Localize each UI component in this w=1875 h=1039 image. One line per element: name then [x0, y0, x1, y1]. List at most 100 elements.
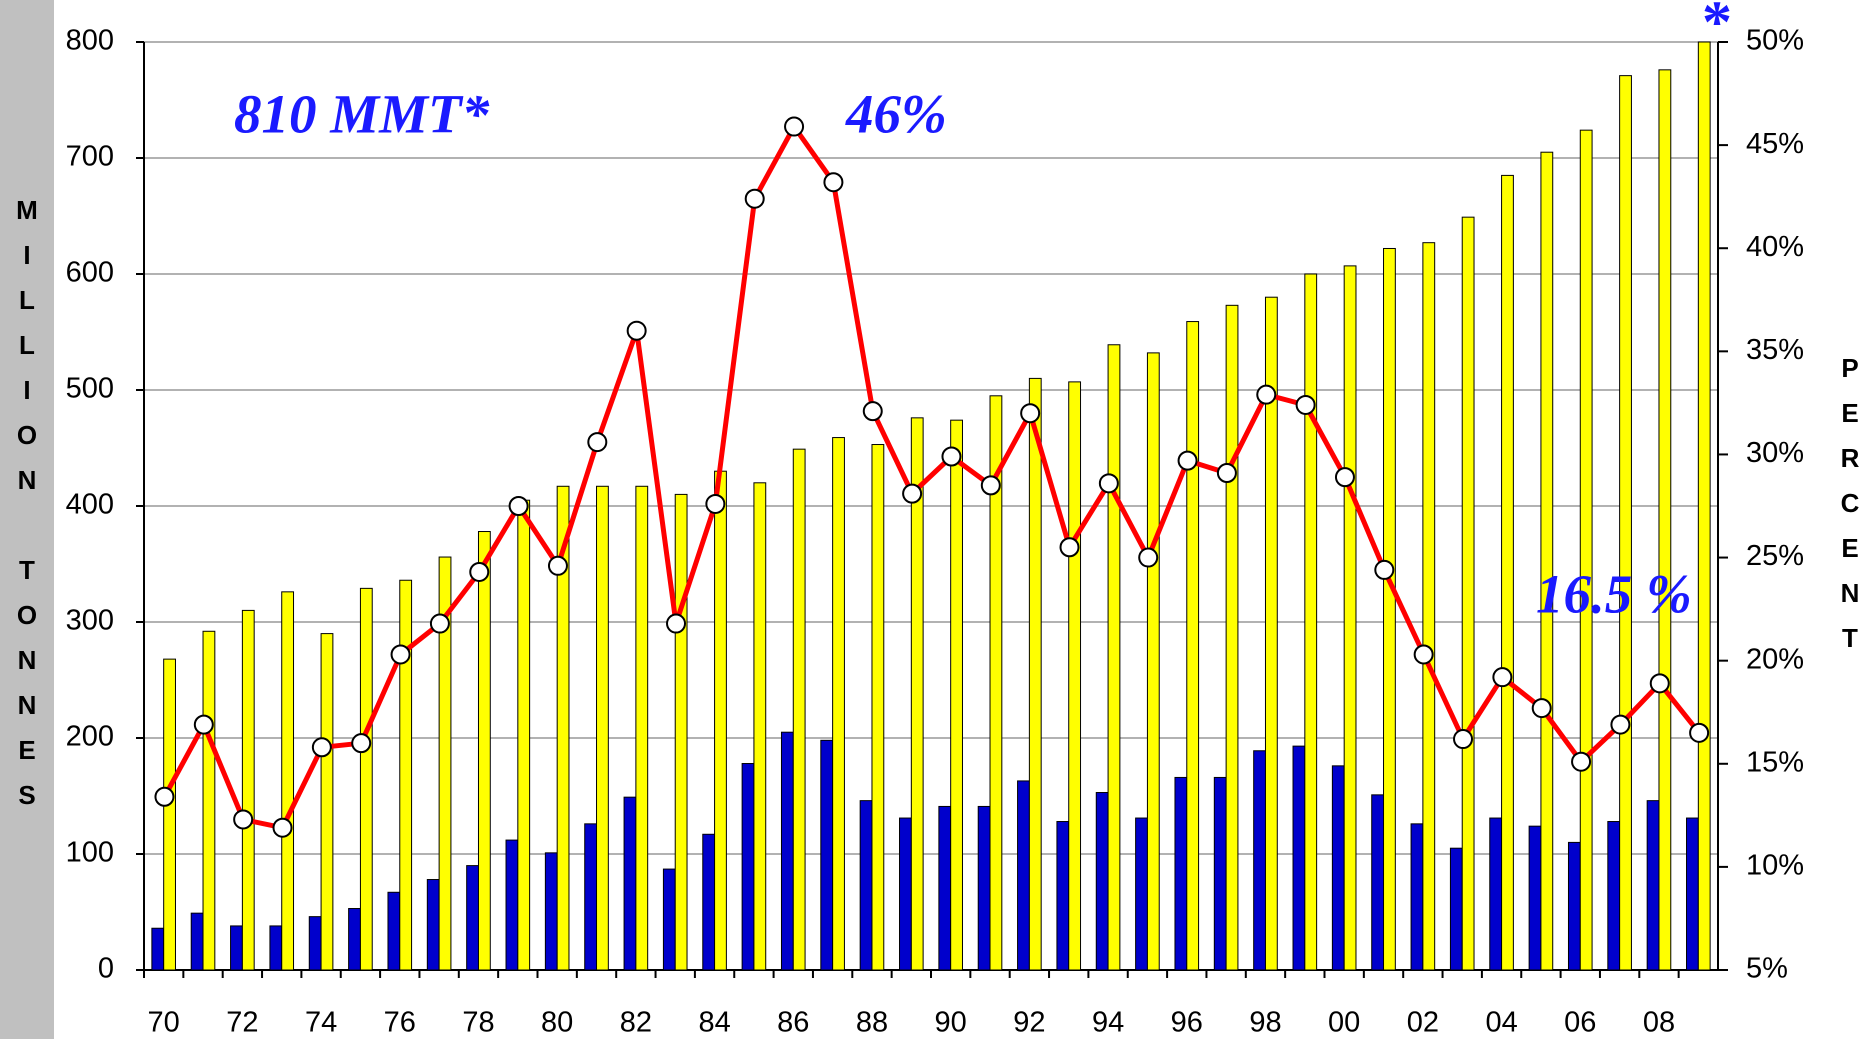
bar [1449, 847, 1463, 971]
bar [466, 865, 479, 971]
x-tick-label: 04 [1485, 1007, 1517, 1039]
bar [820, 739, 834, 971]
line-marker [547, 555, 568, 576]
bar [702, 833, 716, 971]
bar [584, 823, 598, 971]
line-marker [1295, 394, 1316, 415]
bar [1501, 174, 1514, 971]
y2-tick-label: 35% [1746, 334, 1804, 366]
line-marker [1374, 559, 1395, 580]
y2-tick-label: 40% [1746, 231, 1804, 263]
bar [950, 419, 963, 971]
bar [662, 868, 676, 971]
bar [1135, 817, 1148, 971]
bar [202, 630, 216, 971]
bar [348, 908, 361, 971]
bar [281, 591, 295, 971]
line-marker [1413, 644, 1434, 665]
y2-tick-label: 25% [1746, 540, 1804, 572]
side-strip [0, 0, 54, 1039]
x-tick-label: 98 [1249, 1007, 1281, 1039]
line-marker [902, 483, 923, 504]
bar [269, 925, 283, 971]
line-marker [390, 644, 411, 665]
bar [1304, 273, 1318, 971]
bar [1028, 377, 1042, 971]
bar [308, 916, 322, 971]
bar [714, 470, 727, 971]
bar [477, 531, 491, 971]
line-marker [154, 786, 175, 807]
x-tick-label: 00 [1328, 1007, 1360, 1039]
x-tick-label: 70 [148, 1007, 180, 1039]
line-marker [1216, 463, 1237, 484]
bar [1253, 750, 1266, 971]
line-marker [626, 320, 647, 341]
bar [596, 485, 609, 971]
line-marker [351, 733, 372, 754]
bar [320, 633, 334, 971]
line-marker [193, 714, 214, 735]
y-tick-label: 100 [66, 837, 114, 869]
bar [1658, 69, 1672, 971]
y2-tick-label: 10% [1746, 850, 1804, 882]
line-marker [1098, 473, 1119, 494]
bar [1264, 296, 1278, 971]
x-tick-label: 88 [856, 1007, 888, 1039]
bar [623, 796, 637, 971]
line-marker [666, 613, 687, 634]
line-marker [980, 475, 1001, 496]
bar [1579, 129, 1593, 971]
y-tick-label: 200 [66, 721, 114, 753]
y2-tick-label: 45% [1746, 128, 1804, 160]
bar [1489, 817, 1503, 971]
x-tick-label: 06 [1564, 1007, 1596, 1039]
bar [438, 556, 452, 971]
bar [977, 805, 991, 971]
bar [792, 448, 806, 971]
bar [387, 891, 401, 971]
y-tick-label: 400 [66, 489, 114, 521]
bar [1213, 776, 1227, 971]
line-marker [1020, 403, 1041, 424]
bar [1567, 841, 1581, 971]
bar [938, 805, 952, 971]
bar [1607, 821, 1621, 971]
x-tick-label: 76 [384, 1007, 416, 1039]
bar [674, 493, 688, 971]
bar [1686, 817, 1699, 971]
bar [1186, 321, 1200, 971]
x-tick-label: 96 [1171, 1007, 1203, 1039]
bar [1528, 825, 1542, 971]
line-marker [705, 493, 726, 514]
bar [989, 395, 1003, 971]
line-marker [1177, 450, 1198, 471]
x-tick-label: 94 [1092, 1007, 1124, 1039]
bar [1017, 780, 1030, 971]
bar [1331, 765, 1345, 971]
bar [1095, 792, 1109, 971]
bar [1540, 151, 1554, 971]
line-marker [272, 817, 293, 838]
line-marker [1689, 722, 1710, 743]
x-tick-label: 74 [305, 1007, 337, 1039]
bar [190, 912, 204, 971]
x-tick-label: 92 [1013, 1007, 1045, 1039]
bar [1343, 265, 1357, 971]
bar [230, 925, 243, 971]
line-marker [1649, 673, 1670, 694]
bar [780, 731, 794, 971]
bar [241, 609, 255, 971]
bar [899, 817, 912, 971]
bar [544, 852, 558, 971]
line-marker [1531, 698, 1552, 719]
bar [859, 800, 873, 971]
x-tick-label: 08 [1643, 1007, 1675, 1039]
bar [910, 417, 924, 971]
y-tick-label: 0 [98, 953, 114, 985]
y-tick-label: 500 [66, 373, 114, 405]
line-marker [1610, 714, 1631, 735]
bar [163, 658, 176, 971]
